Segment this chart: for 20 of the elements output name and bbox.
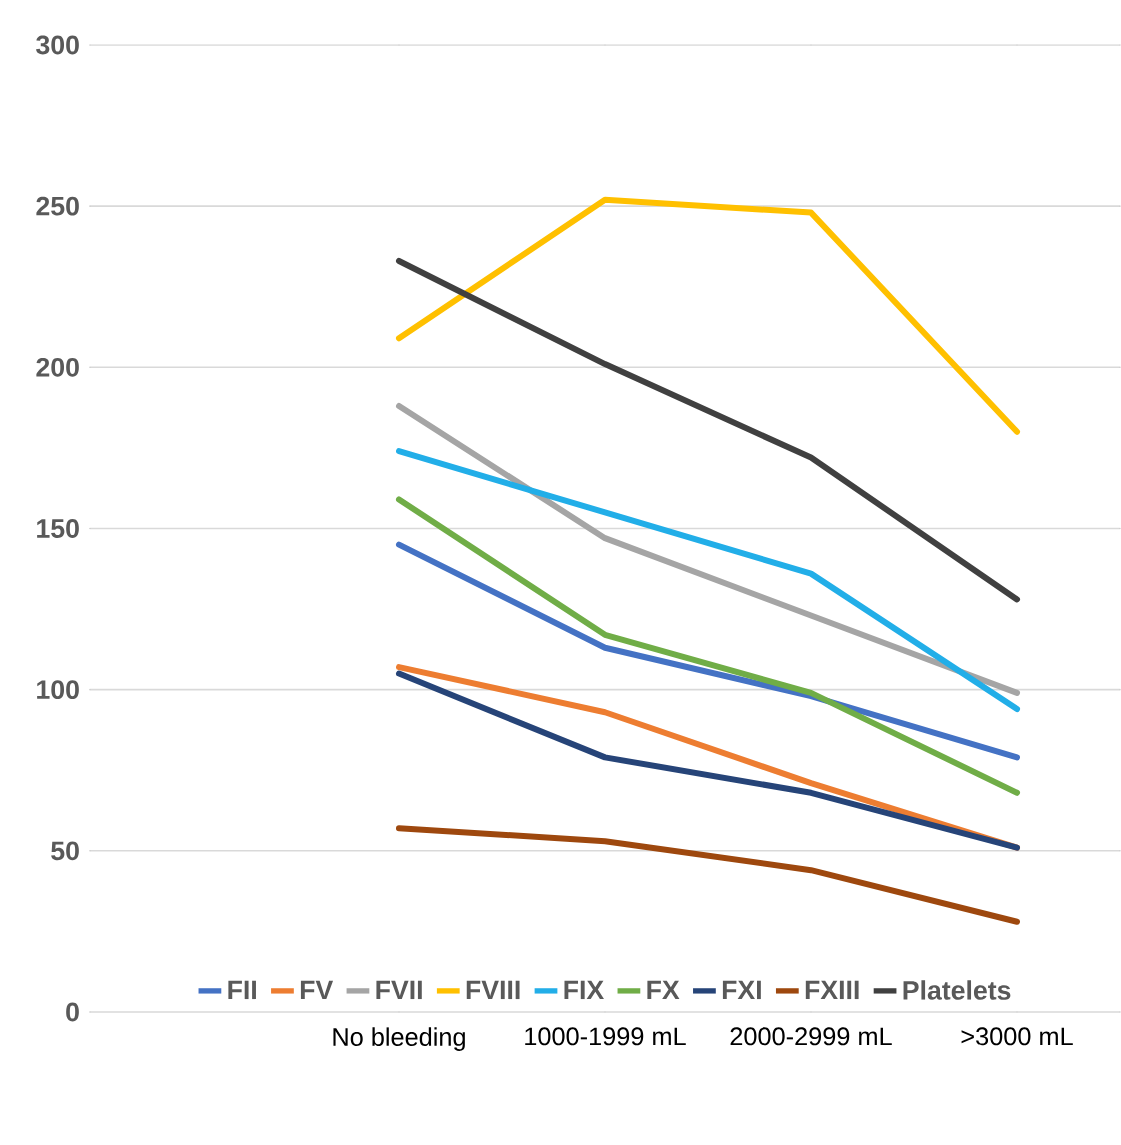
y-tick-label: 250 — [36, 196, 79, 216]
y-tick-label: 100 — [37, 680, 79, 700]
x-tick-label: No bleeding — [333, 1027, 465, 1051]
legend-label: FXIII — [805, 980, 859, 1000]
x-tick-label: 2000-2999 mL — [730, 1027, 892, 1046]
legend-label: FIX — [564, 980, 605, 1000]
legend-label: FII — [228, 980, 257, 1000]
legend-label: FX — [647, 980, 680, 1000]
x-tick-label: >3000 mL — [961, 1027, 1073, 1046]
legend-label: FV — [301, 980, 334, 1000]
y-tick-label: 300 — [36, 35, 79, 55]
legend-label: Platelets — [903, 980, 1011, 1000]
legend-label: FXI — [723, 980, 761, 1000]
legend-label: FVIII — [466, 980, 520, 1000]
y-tick-label: 150 — [37, 519, 79, 538]
y-tick-label: 50 — [51, 841, 79, 861]
legend-label: FVII — [376, 980, 422, 1000]
x-tick-label: 1000-1999 mL — [525, 1027, 686, 1046]
y-tick-label: 0 — [66, 1002, 79, 1022]
y-tick-label: 200 — [36, 357, 79, 377]
